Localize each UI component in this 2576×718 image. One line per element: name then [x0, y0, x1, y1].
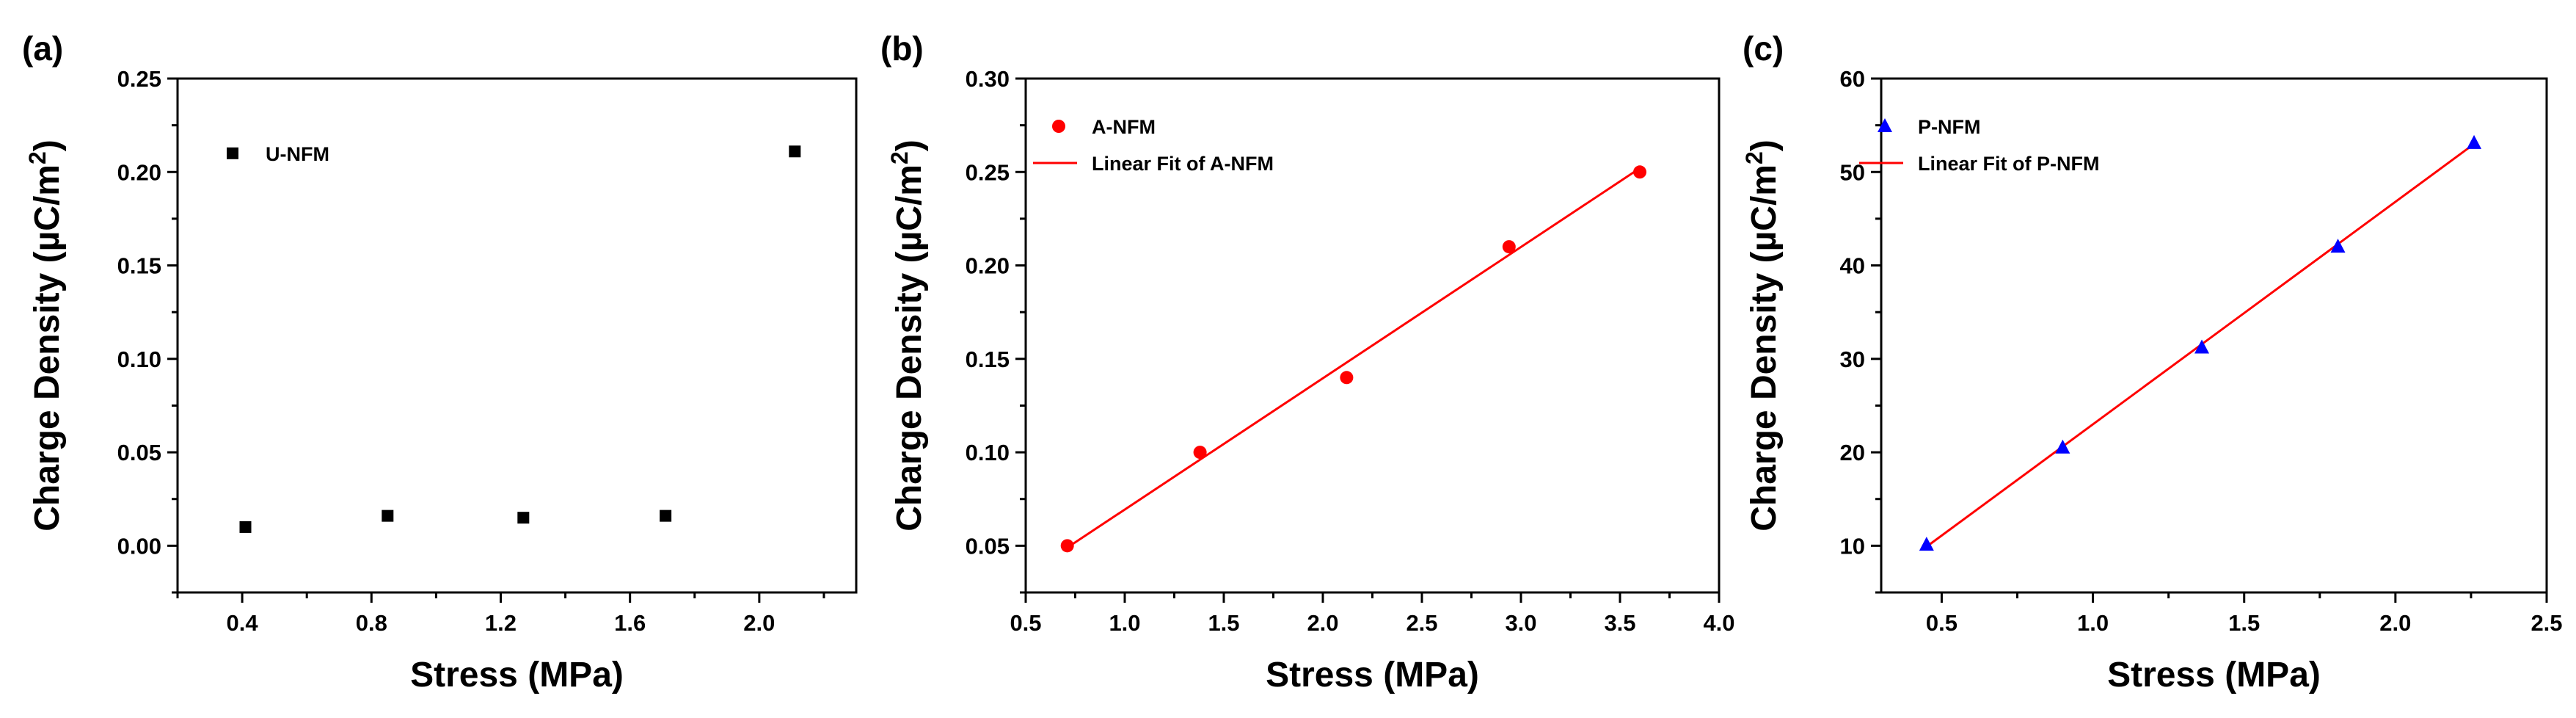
chart-panel-0: (a) 0.4 0.8 1.2 1.6 2.0 0.00 0.05 0.10 0.15 0.20 0.…: [22, 29, 858, 695]
data-point: [2055, 439, 2070, 454]
x-axis-title: Stress (MPa): [2107, 656, 2321, 695]
x-tick-label: 2.0: [1307, 610, 1338, 636]
y-tick-label: 0.10: [966, 440, 1010, 465]
data-point: [2330, 239, 2346, 253]
y-tick-label: 0.10: [117, 347, 161, 372]
y-tick-label: 0.30: [966, 66, 1010, 92]
legend-entry: Linear Fit of A-NFM: [1033, 153, 1274, 175]
fit-line: [1066, 167, 1641, 549]
x-tick-label: 0.5: [1926, 610, 1957, 636]
y-tick-label: 10: [1840, 533, 1865, 559]
data-point: [1193, 446, 1207, 460]
panel-label: (a): [22, 29, 63, 68]
y-axis-title-sup: 2: [886, 151, 913, 164]
panel-label: (c): [1743, 29, 1784, 68]
legend-entry: U-NFM: [227, 143, 329, 165]
data-point: [1633, 165, 1646, 179]
x-tick-label: 3.5: [1604, 610, 1635, 636]
data-point: [2194, 339, 2210, 354]
legend-entry: Linear Fit of P-NFM: [1859, 153, 2099, 175]
y-axis-title-tail: ): [1745, 139, 1784, 151]
x-tick-label: 2.0: [2379, 610, 2411, 636]
x-tick-label: 1.0: [2077, 610, 2109, 636]
chart-panel-1: (b) 0.5 1.0 1.5 2.0 2.5 3.0 3.5 4.0 0.05 0.10 0.15 0…: [880, 29, 1735, 695]
x-tick-label: 0.5: [1010, 610, 1041, 636]
legend-marker-swatch: [227, 147, 238, 159]
x-tick-label: 1.5: [2228, 610, 2260, 636]
y-tick-label: 0.25: [117, 66, 161, 92]
y-axis-title: Charge Density (µC/m2): [886, 139, 929, 532]
data-point: [660, 510, 672, 522]
data-point: [1340, 371, 1354, 385]
legend-label: Linear Fit of P-NFM: [1918, 153, 2099, 175]
x-axis-title: Stress (MPa): [410, 656, 624, 695]
y-tick-label: 0.15: [966, 347, 1010, 372]
x-axis-title: Stress (MPa): [1266, 656, 1479, 695]
y-axis-title-tail: ): [28, 139, 67, 151]
y-axis-title-main: Charge Density (µC/m: [28, 164, 67, 532]
y-axis-title-main: Charge Density (µC/m: [890, 164, 929, 532]
data-point: [239, 521, 252, 533]
x-tick-label: 1.6: [614, 610, 646, 636]
legend-label: P-NFM: [1918, 116, 1980, 138]
y-tick-label: 0.25: [966, 159, 1010, 185]
y-axis-title: Charge Density (µC/m2): [24, 139, 67, 532]
legend-label: Linear Fit of A-NFM: [1092, 153, 1274, 175]
y-tick-label: 20: [1840, 440, 1865, 465]
plot-frame: [1880, 77, 2548, 594]
x-tick-label: 0.4: [227, 610, 259, 636]
x-tick-label: 1.2: [485, 610, 517, 636]
plot-frame: [176, 77, 858, 594]
x-tick-label: 2.5: [1406, 610, 1437, 636]
data-point: [789, 145, 801, 158]
data-point: [382, 510, 394, 522]
data-point: [1060, 539, 1074, 553]
y-tick-label: 0.20: [117, 159, 161, 185]
y-axis-title-sup: 2: [1741, 151, 1767, 164]
y-axis-title-main: Charge Density (µC/m: [1745, 164, 1784, 532]
y-axis-title-sup: 2: [24, 151, 51, 164]
legend-label: A-NFM: [1092, 116, 1156, 138]
legend-entry: A-NFM: [1052, 116, 1156, 138]
data-point: [2467, 134, 2482, 149]
legend-entry: P-NFM: [1878, 116, 1980, 138]
legend-marker-swatch: [1878, 118, 1892, 132]
x-tick-label: 4.0: [1703, 610, 1734, 636]
data-point: [1919, 537, 1934, 551]
y-tick-label: 60: [1840, 66, 1865, 92]
x-tick-label: 0.8: [356, 610, 387, 636]
x-tick-label: 3.0: [1505, 610, 1536, 636]
x-tick-label: 1.5: [1208, 610, 1239, 636]
y-axis-title: Charge Density (µC/m2): [1741, 139, 1784, 532]
x-tick-label: 1.0: [1109, 610, 1140, 636]
y-tick-label: 30: [1840, 347, 1865, 372]
y-tick-label: 0.05: [117, 440, 161, 465]
legend-label: U-NFM: [266, 143, 329, 165]
y-tick-label: 0.20: [966, 253, 1010, 279]
panel-label: (b): [880, 29, 924, 68]
x-tick-label: 2.5: [2531, 610, 2562, 636]
data-point: [517, 512, 530, 524]
y-tick-label: 0.15: [117, 253, 161, 279]
data-point: [1502, 240, 1516, 254]
legend-marker-swatch: [1052, 120, 1065, 133]
y-tick-label: 0.00: [117, 533, 161, 559]
x-tick-label: 2.0: [743, 610, 775, 636]
y-tick-label: 0.05: [966, 533, 1010, 559]
y-tick-label: 40: [1840, 253, 1865, 279]
y-axis-title-tail: ): [890, 139, 929, 151]
